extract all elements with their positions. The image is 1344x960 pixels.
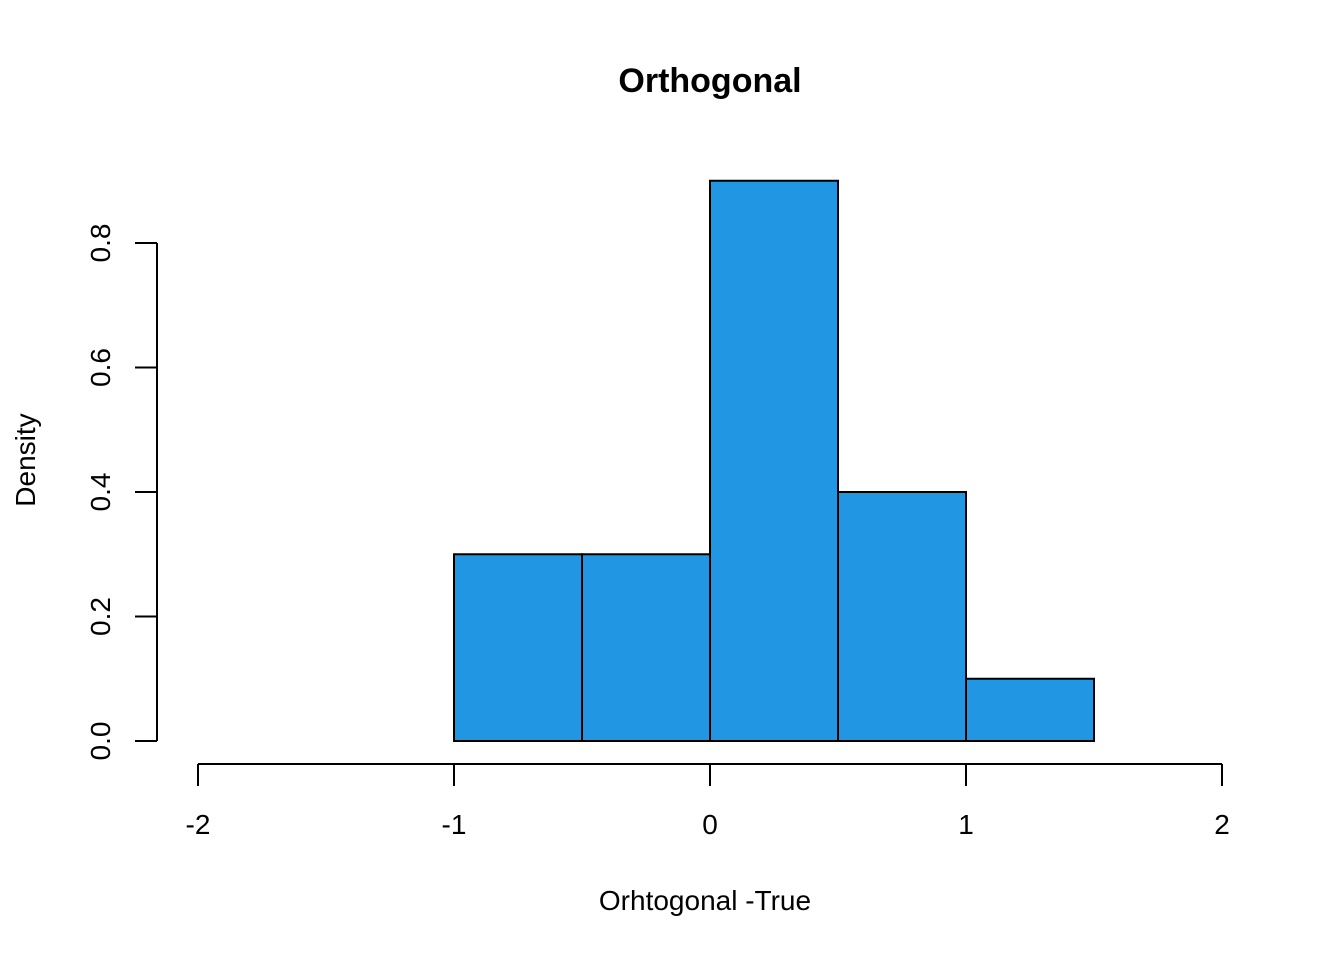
chart-title: Orthogonal [618, 62, 801, 100]
x-tick-label: 0 [702, 809, 718, 840]
y-tick-label: 0.2 [85, 597, 116, 636]
y-axis: 0.0 0.2 0.4 0.6 0.8 [85, 224, 158, 761]
y-tick-label: 0.8 [85, 224, 116, 263]
x-tick-label: -2 [186, 809, 211, 840]
y-tick-label: 0.4 [85, 473, 116, 512]
x-tick-label: 2 [1214, 809, 1230, 840]
x-tick-label: -1 [442, 809, 467, 840]
x-tick-label: 1 [958, 809, 974, 840]
bars-group [453, 179, 1095, 742]
y-axis-label: Density [10, 413, 41, 506]
histogram-bar [709, 179, 839, 742]
histogram-bar [453, 553, 583, 742]
x-axis: -2 -1 0 1 2 [186, 763, 1230, 840]
x-axis-label: Orhtogonal -True [599, 885, 811, 916]
histogram-bar [965, 677, 1095, 742]
y-tick-label: 0.0 [85, 722, 116, 761]
y-tick-label: 0.6 [85, 348, 116, 387]
histogram-bar [581, 553, 711, 742]
histogram-bar [837, 491, 967, 742]
